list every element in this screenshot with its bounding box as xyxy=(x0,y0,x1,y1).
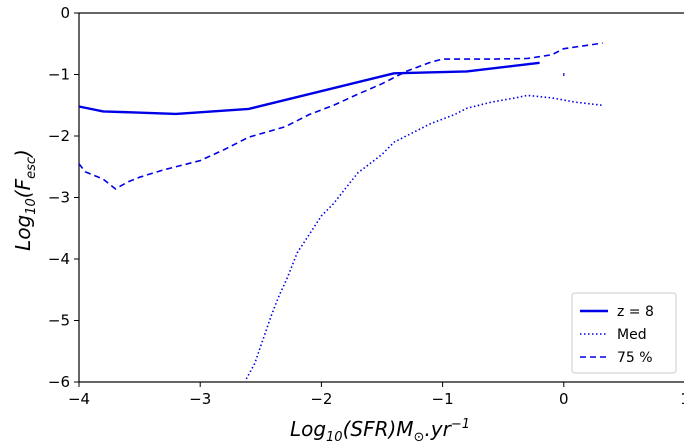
y-tick-label: −3 xyxy=(48,189,70,207)
y-tick-label: −5 xyxy=(48,312,70,330)
legend-label: z = 8 xyxy=(617,304,654,320)
x-tick-label: 0 xyxy=(559,390,569,408)
x-tick-label: −4 xyxy=(68,390,90,408)
series-line-solid xyxy=(78,61,540,116)
tick-layer: −4 −3 −2 −1 0 1 −6 −5 −4 −3 −2 −1 0 xyxy=(48,4,684,408)
x-tick-label: 1 xyxy=(680,390,684,408)
y-tick-label: −1 xyxy=(48,66,70,84)
legend-box xyxy=(571,292,677,374)
legend-label: 75 % xyxy=(617,350,653,366)
x-tick-label: −3 xyxy=(189,390,211,408)
series-line-dotted xyxy=(245,94,603,380)
x-axis-title: Log10(SFR)M⊙.yr−1 xyxy=(290,417,470,445)
legend: z = 8 Med 75 % xyxy=(571,292,677,374)
x-tick-label: −2 xyxy=(310,390,332,408)
annotation-dot xyxy=(563,73,565,76)
y-tick-label: −2 xyxy=(48,127,70,145)
x-tick-label: −1 xyxy=(432,390,454,408)
y-tick-label: −6 xyxy=(48,373,70,391)
y-axis-title: Log10(Fesc) xyxy=(11,149,39,251)
series-layer xyxy=(78,42,603,380)
y-tick-label: −4 xyxy=(48,250,70,268)
legend-label: Med xyxy=(617,327,647,343)
y-tick-label: 0 xyxy=(60,4,70,22)
series-line-dashed xyxy=(78,42,603,190)
